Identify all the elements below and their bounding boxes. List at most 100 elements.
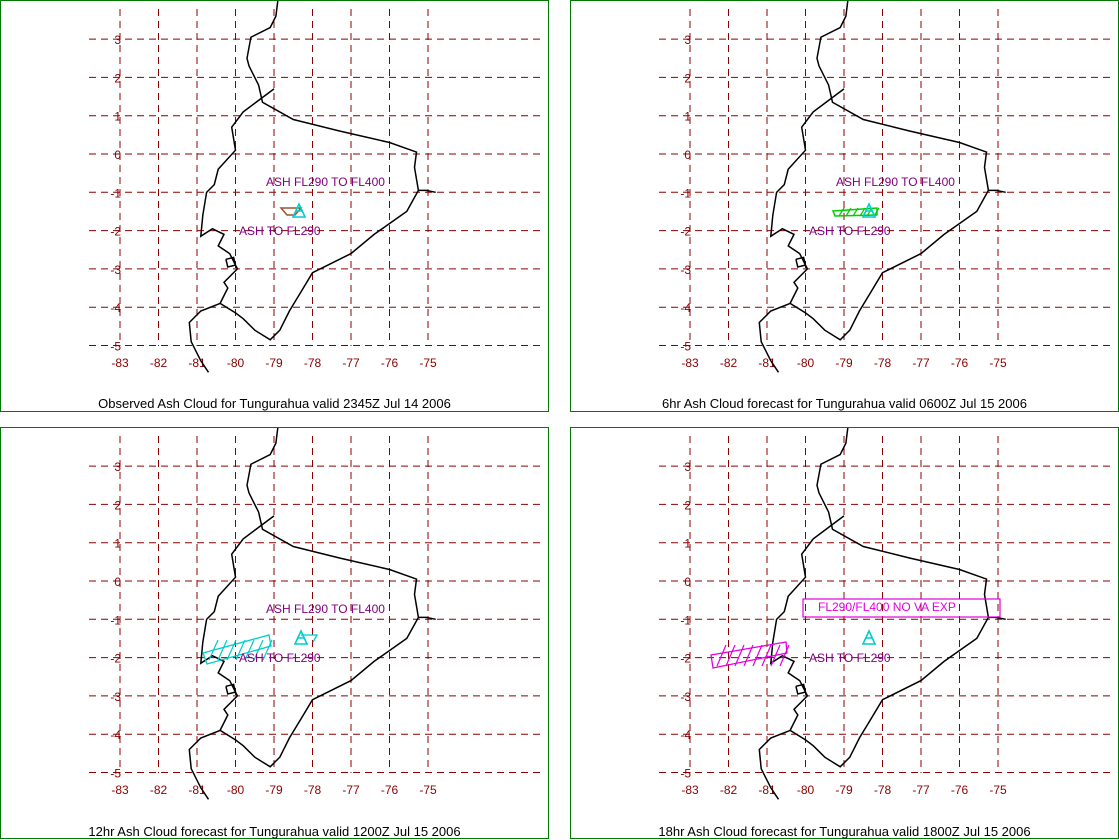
- lat-label: -4: [680, 301, 691, 315]
- lat-label: -2: [680, 225, 691, 239]
- ash-label-upper: ASH FL290 TO FL400: [266, 175, 385, 189]
- lon-label: -80: [227, 783, 245, 797]
- lat-label: 1: [684, 110, 691, 124]
- lon-label: -79: [265, 783, 283, 797]
- ash-label-upper: FL290/FL400 NO VA EXP: [818, 600, 956, 614]
- lon-label: -82: [720, 356, 738, 370]
- ash-label-upper-box: [802, 598, 1001, 618]
- lon-label: -79: [835, 783, 853, 797]
- ash-label-lower: ASH TO FL290: [809, 224, 891, 238]
- lat-label: -1: [110, 186, 121, 200]
- lat-label: -5: [680, 340, 691, 354]
- lat-label: -4: [110, 728, 121, 742]
- lat-lon-grid: [659, 9, 1111, 346]
- lat-label: -4: [680, 728, 691, 742]
- lon-label: -75: [419, 356, 437, 370]
- ash-cloud-12hr: [202, 634, 319, 665]
- lon-label: -75: [989, 356, 1007, 370]
- map-panel-observed: 3 2 1 0 -1 -2 -3 -4 -5 -83 -82 -81 -80 -79 -78 -77 -76 -7…: [0, 0, 549, 412]
- lat-label: -1: [680, 186, 691, 200]
- lat-label: 2: [684, 71, 691, 85]
- ash-cloud-6hr: [831, 207, 880, 217]
- map-6hr: 3 2 1 0 -1 -2 -3 -4 -5 -83 -82 -81 -80 -79 -78 -77 -76 -7…: [659, 1, 1111, 373]
- lon-label: -76: [951, 783, 969, 797]
- ash-label-lower: ASH TO FL290: [809, 651, 891, 665]
- lat-label: -1: [110, 613, 121, 627]
- lon-label: -81: [758, 356, 776, 370]
- lat-label: 0: [684, 148, 691, 162]
- lon-label: -78: [874, 356, 892, 370]
- lon-label: -76: [381, 783, 399, 797]
- volcano-icon: [861, 202, 877, 218]
- map-observed: 3 2 1 0 -1 -2 -3 -4 -5 -83 -82 -81 -80 -79 -78 -77 -76 -7…: [89, 1, 541, 373]
- lat-label: -3: [110, 263, 121, 277]
- lat-label: 0: [114, 575, 121, 589]
- map-caption: 18hr Ash Cloud forecast for Tungurahua v…: [658, 824, 1031, 839]
- map-panel-12hr: 3 2 1 0 -1 -2 -3 -4 -5 -83 -82 -81 -80 -79 -78 -77 -76 -7…: [0, 427, 549, 839]
- lat-label: 2: [114, 71, 121, 85]
- lon-label: -83: [681, 356, 699, 370]
- lon-label: -79: [835, 356, 853, 370]
- map-caption: Observed Ash Cloud for Tungurahua valid …: [98, 396, 451, 411]
- lon-label: -77: [912, 783, 930, 797]
- lon-label: -82: [720, 783, 738, 797]
- lat-label: -3: [680, 690, 691, 704]
- lat-label: 0: [114, 148, 121, 162]
- map-18hr: 3 2 1 0 -1 -2 -3 -4 -5 -83 -82 -81 -80 -79 -78 -77 -76 -7…: [659, 428, 1111, 800]
- map-panel-18hr: 3 2 1 0 -1 -2 -3 -4 -5 -83 -82 -81 -80 -79 -78 -77 -76 -7…: [570, 427, 1119, 839]
- lon-label: -77: [342, 783, 360, 797]
- lon-label: -78: [304, 356, 322, 370]
- lon-label: -83: [111, 783, 129, 797]
- ash-cloud-18hr: [710, 641, 790, 669]
- map-caption: 6hr Ash Cloud forecast for Tungurahua va…: [662, 396, 1027, 411]
- lon-label: -81: [188, 356, 206, 370]
- lat-label: -3: [110, 690, 121, 704]
- map-panel-6hr: 3 2 1 0 -1 -2 -3 -4 -5 -83 -82 -81 -80 -79 -78 -77 -76 -7…: [570, 0, 1119, 412]
- lat-label: -4: [110, 301, 121, 315]
- coastline-border: [188, 1, 436, 373]
- lon-label: -76: [381, 356, 399, 370]
- lat-label: -2: [680, 652, 691, 666]
- lat-label: 2: [684, 498, 691, 512]
- lat-label: -5: [110, 340, 121, 354]
- lat-label: 3: [114, 460, 121, 474]
- lat-label: -3: [680, 263, 691, 277]
- lat-label: -5: [110, 767, 121, 781]
- lat-label: -1: [680, 613, 691, 627]
- ash-label-lower: ASH TO FL290: [239, 224, 321, 238]
- lat-label: 1: [114, 537, 121, 551]
- coastline-border: [758, 428, 1006, 800]
- lat-label: 1: [114, 110, 121, 124]
- lat-label: 0: [684, 575, 691, 589]
- coastline-border: [758, 1, 1006, 373]
- volcano-icon: [291, 202, 307, 218]
- lon-label: -79: [265, 356, 283, 370]
- lon-label: -75: [989, 783, 1007, 797]
- lon-label: -83: [111, 356, 129, 370]
- axis-labels: 3 2 1 0 -1 -2 -3 -4 -5 -83 -82 -81 -80 -79 -78 -77 -76 -7…: [110, 33, 437, 370]
- axis-labels: 3 2 1 0 -1 -2 -3 -4 -5 -83 -82 -81 -80 -79 -78 -77 -76 -7…: [680, 460, 1007, 797]
- lon-label: -80: [227, 356, 245, 370]
- lon-label: -80: [797, 356, 815, 370]
- lon-label: -81: [188, 783, 206, 797]
- lat-label: 2: [114, 498, 121, 512]
- lat-lon-grid: [89, 436, 541, 773]
- lat-label: -5: [680, 767, 691, 781]
- map-caption: 12hr Ash Cloud forecast for Tungurahua v…: [88, 824, 461, 839]
- lon-label: -78: [304, 783, 322, 797]
- axis-labels: 3 2 1 0 -1 -2 -3 -4 -5 -83 -82 -81 -80 -79 -78 -77 -76 -7…: [680, 33, 1007, 370]
- lat-label: 3: [684, 460, 691, 474]
- lon-label: -78: [874, 783, 892, 797]
- lat-label: -2: [110, 652, 121, 666]
- lon-label: -75: [419, 783, 437, 797]
- lon-label: -81: [758, 783, 776, 797]
- ash-label-upper: ASH FL290 TO FL400: [836, 175, 955, 189]
- lat-lon-grid: [659, 436, 1111, 773]
- lon-label: -77: [342, 356, 360, 370]
- lat-label: 1: [684, 537, 691, 551]
- volcano-icon: [861, 629, 877, 645]
- lon-label: -83: [681, 783, 699, 797]
- lat-label: -2: [110, 225, 121, 239]
- lon-label: -77: [912, 356, 930, 370]
- lon-label: -76: [951, 356, 969, 370]
